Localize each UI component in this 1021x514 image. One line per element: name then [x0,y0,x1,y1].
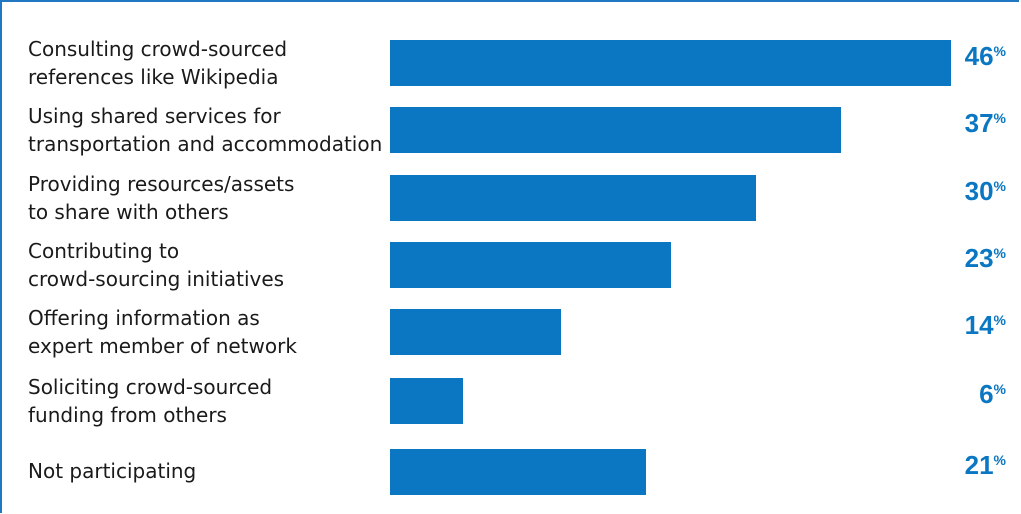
bar [390,378,463,424]
value-number: 46 [964,41,994,71]
category-label: Contributing to crowd-sourcing initiativ… [28,239,285,291]
category-label: Offering information as expert member of… [28,306,297,358]
value-label: 37% [926,110,1006,136]
category-label: Soliciting crowd-sourced funding from ot… [28,375,273,427]
percent-sign: % [993,110,1006,126]
value-number: 37 [964,108,994,138]
percent-sign: % [993,178,1006,194]
bar [390,175,756,221]
category-label: Not participating [28,459,197,483]
value-number: 21 [964,450,994,480]
percent-sign: % [993,452,1006,468]
category-label: Consulting crowd-sourced references like… [28,37,288,89]
bar [390,242,671,288]
value-label: 30% [926,178,1006,204]
value-label: 14% [926,312,1006,338]
percent-sign: % [993,245,1006,261]
bar [390,309,561,355]
value-number: 14 [964,310,994,340]
value-number: 6 [979,379,994,409]
bar [390,107,841,153]
bar [390,40,951,86]
percent-sign: % [993,43,1006,59]
value-number: 23 [964,243,994,273]
percent-sign: % [993,312,1006,328]
category-label: Using shared services for transportation… [28,104,383,156]
category-label: Providing resources/assets to share with… [28,172,295,224]
value-number: 30 [964,176,994,206]
value-label: 46% [926,43,1006,69]
value-label: 21% [926,452,1006,478]
percent-sign: % [993,381,1006,397]
value-label: 23% [926,245,1006,271]
value-label: 6% [926,381,1006,407]
bar [390,449,646,495]
